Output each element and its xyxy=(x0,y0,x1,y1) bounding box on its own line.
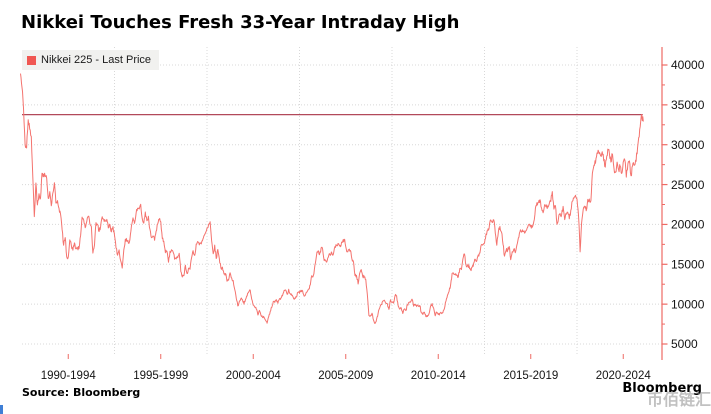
edge-artifact xyxy=(0,405,3,414)
price-line xyxy=(20,73,644,324)
y-axis-tick-label: 10000 xyxy=(671,297,705,311)
x-axis-tick-label: 1995-1999 xyxy=(133,370,188,382)
x-axis-tick-label: 2010-2014 xyxy=(411,370,467,382)
y-axis-tick-label: 20000 xyxy=(671,218,705,232)
legend: Nikkei 225 - Last Price xyxy=(22,50,160,70)
y-axis-tick-label: 40000 xyxy=(671,58,705,72)
legend-label: Nikkei 225 - Last Price xyxy=(41,54,152,66)
bloomberg-brand: Bloomberg xyxy=(622,381,702,396)
y-axis-tick-label: 5000 xyxy=(671,337,698,351)
x-axis-tick-label: 2000-2004 xyxy=(226,370,282,382)
source-note: Source: Bloomberg xyxy=(22,386,141,399)
x-axis-tick-label: 2005-2009 xyxy=(318,370,373,382)
y-axis-tick-label: 35000 xyxy=(671,98,705,112)
x-axis-tick-label: 2020-2024 xyxy=(596,370,652,382)
chart-title: Nikkei Touches Fresh 33-Year Intraday Hi… xyxy=(21,12,460,33)
watermark-logo: 币佰链汇 xyxy=(646,390,711,409)
y-axis-tick-label: 15000 xyxy=(671,257,705,271)
legend-swatch-icon xyxy=(27,55,36,65)
y-axis-tick-label: 30000 xyxy=(671,138,705,152)
x-axis-tick-label: 2015-2019 xyxy=(503,370,558,382)
y-axis-tick-label: 25000 xyxy=(671,178,705,192)
x-axis-tick-label: 1990-1994 xyxy=(41,370,97,382)
